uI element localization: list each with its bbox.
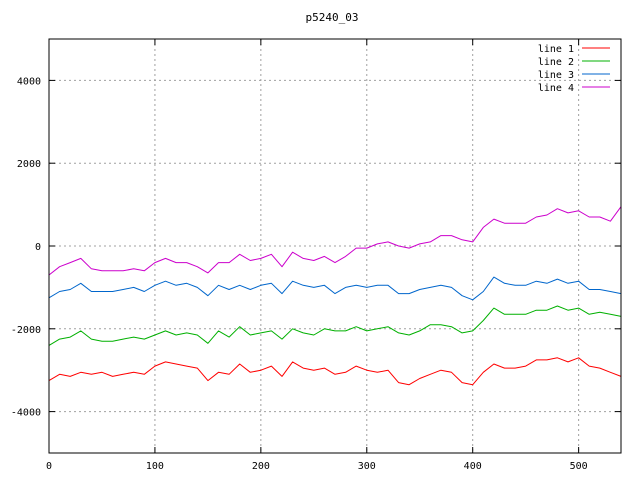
y-tick-label: -4000 — [11, 408, 41, 419]
chart-title: p5240_03 — [306, 11, 359, 24]
y-tick-label: -2000 — [11, 325, 41, 336]
x-tick-label: 200 — [252, 461, 270, 472]
x-tick-label: 300 — [358, 461, 376, 472]
legend-label-1: line 1 — [538, 44, 574, 55]
legend-label-2: line 2 — [538, 57, 574, 68]
series-line-1 — [48, 357, 622, 386]
grid-layer — [49, 39, 621, 453]
tick-layer: 0 100 200 300 400 500 -4000 -2000 0 2000 4000 — [11, 39, 621, 472]
series-line-3 — [48, 276, 622, 301]
y-tick-label: 2000 — [17, 159, 41, 170]
series-line-4 — [48, 206, 622, 276]
series-line-2 — [48, 305, 622, 346]
x-tick-label: 0 — [46, 461, 52, 472]
x-tick-label: 400 — [464, 461, 482, 472]
legend-label-3: line 3 — [538, 70, 574, 81]
legend-label-4: line 4 — [538, 83, 574, 94]
legend: line 1 line 2 line 3 line 4 — [538, 44, 610, 94]
y-tick-label: 0 — [35, 242, 41, 253]
series-layer — [48, 206, 622, 386]
x-tick-label: 100 — [146, 461, 164, 472]
y-tick-label: 4000 — [17, 76, 41, 87]
x-tick-label: 500 — [570, 461, 588, 472]
